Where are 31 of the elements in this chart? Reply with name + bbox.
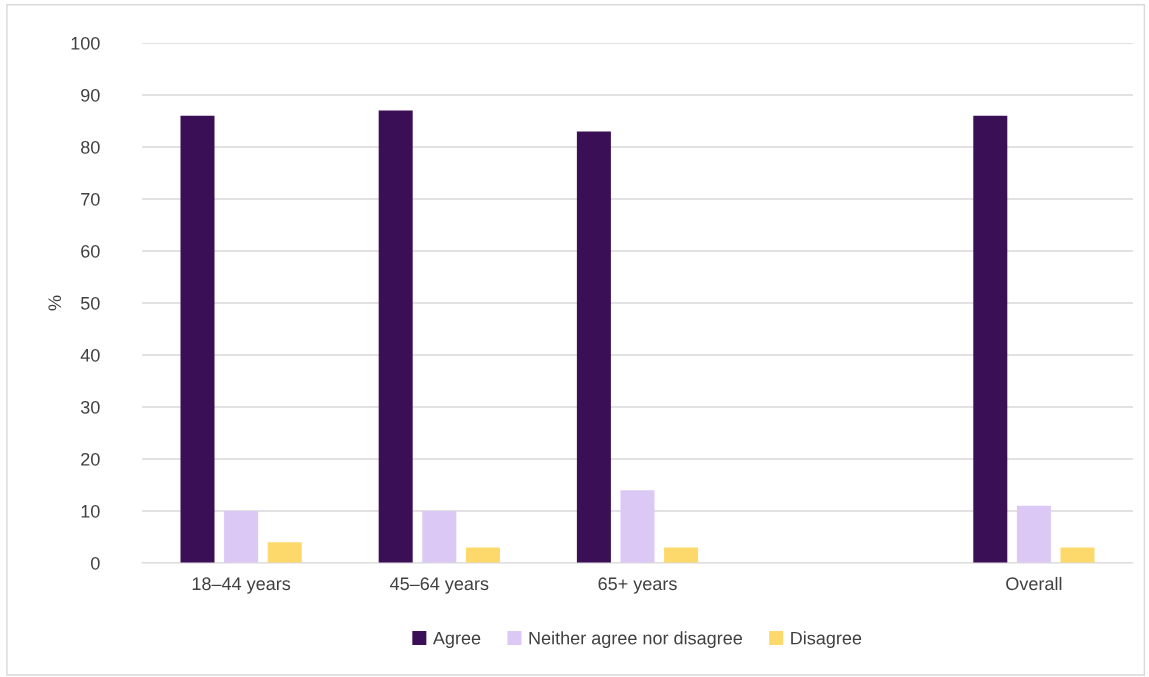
x-tick-label: 65+ years (598, 577, 677, 594)
bar (180, 115, 215, 563)
x-tick-label: Overall (1006, 576, 1062, 591)
legend-label: Disagree (791, 631, 862, 649)
y-tick-label: 100 (71, 36, 100, 50)
y-tick-label: 80 (81, 140, 100, 154)
bar (378, 110, 413, 563)
bar (465, 547, 500, 563)
x-tick-label: 18–44 years (192, 577, 291, 594)
y-tick-label: 70 (81, 192, 100, 206)
y-axis-title: % (48, 295, 62, 311)
bar (1016, 505, 1051, 563)
y-tick-label: 20 (81, 452, 100, 466)
y-tick-label: 40 (80, 348, 100, 362)
legend-label: Agree (432, 631, 481, 649)
bar (224, 511, 259, 563)
y-tick-label: 50 (80, 296, 100, 310)
y-tick-label: 10 (81, 504, 100, 518)
legend-label: Neither agree nor disagree (529, 631, 742, 649)
bar (267, 542, 302, 563)
x-tick-label: 45–64 years (390, 577, 489, 594)
bar (620, 490, 655, 563)
bar (973, 115, 1008, 563)
y-tick-label: 90 (81, 88, 100, 102)
bar (576, 131, 611, 563)
y-tick-label: 0 (91, 556, 100, 570)
bar (664, 547, 699, 563)
y-tick-label: 60 (81, 244, 100, 258)
y-tick-label: 30 (80, 400, 100, 414)
bar (422, 511, 457, 563)
bar (1060, 547, 1095, 563)
